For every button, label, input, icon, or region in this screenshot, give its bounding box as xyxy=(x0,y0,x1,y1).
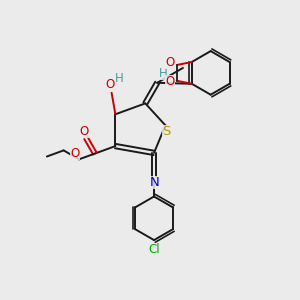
Text: S: S xyxy=(162,125,171,138)
Text: H: H xyxy=(115,72,124,86)
Text: H: H xyxy=(159,68,167,80)
Text: O: O xyxy=(80,125,88,138)
Text: O: O xyxy=(165,56,175,70)
Text: O: O xyxy=(165,75,175,88)
Text: Cl: Cl xyxy=(148,242,160,256)
Text: O: O xyxy=(105,78,114,92)
Text: O: O xyxy=(70,147,80,160)
Text: N: N xyxy=(150,176,160,189)
